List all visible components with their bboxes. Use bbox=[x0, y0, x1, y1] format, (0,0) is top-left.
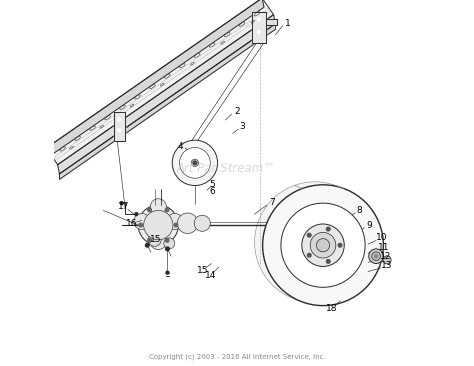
Text: 9: 9 bbox=[366, 221, 372, 229]
Text: 2: 2 bbox=[234, 107, 240, 116]
Text: 6: 6 bbox=[209, 187, 215, 196]
Circle shape bbox=[165, 239, 169, 242]
Text: 11: 11 bbox=[378, 243, 389, 251]
Text: 7: 7 bbox=[269, 198, 274, 207]
Circle shape bbox=[191, 159, 199, 167]
Circle shape bbox=[174, 223, 178, 227]
Ellipse shape bbox=[60, 147, 65, 151]
Circle shape bbox=[383, 256, 391, 264]
Circle shape bbox=[172, 140, 218, 186]
Circle shape bbox=[164, 238, 175, 249]
Ellipse shape bbox=[150, 85, 155, 89]
Circle shape bbox=[372, 252, 381, 261]
Circle shape bbox=[118, 118, 121, 121]
Ellipse shape bbox=[210, 43, 215, 47]
Ellipse shape bbox=[135, 95, 140, 99]
Polygon shape bbox=[46, 0, 264, 157]
Circle shape bbox=[165, 208, 169, 212]
Polygon shape bbox=[58, 15, 275, 174]
Text: 13: 13 bbox=[381, 261, 393, 270]
Ellipse shape bbox=[224, 33, 230, 37]
Circle shape bbox=[281, 203, 365, 287]
Circle shape bbox=[167, 213, 183, 229]
Circle shape bbox=[150, 199, 166, 215]
Text: 17: 17 bbox=[118, 202, 129, 211]
Circle shape bbox=[369, 249, 383, 264]
Circle shape bbox=[317, 239, 329, 252]
Text: 4: 4 bbox=[177, 142, 183, 151]
Circle shape bbox=[166, 271, 169, 274]
Circle shape bbox=[257, 31, 260, 34]
Text: 1: 1 bbox=[285, 19, 291, 28]
Circle shape bbox=[302, 224, 344, 266]
Circle shape bbox=[148, 233, 161, 246]
Circle shape bbox=[263, 185, 383, 306]
Circle shape bbox=[193, 161, 197, 165]
Circle shape bbox=[144, 210, 173, 240]
Ellipse shape bbox=[180, 64, 185, 68]
Ellipse shape bbox=[120, 105, 125, 109]
Circle shape bbox=[135, 213, 138, 216]
Polygon shape bbox=[46, 0, 273, 165]
Circle shape bbox=[134, 213, 150, 229]
Polygon shape bbox=[252, 12, 266, 43]
Circle shape bbox=[255, 182, 375, 303]
Circle shape bbox=[120, 202, 123, 205]
Ellipse shape bbox=[90, 126, 95, 130]
Text: 12: 12 bbox=[380, 252, 391, 261]
Circle shape bbox=[327, 227, 330, 231]
Circle shape bbox=[146, 243, 149, 247]
Ellipse shape bbox=[221, 41, 225, 44]
Text: 5: 5 bbox=[209, 180, 215, 188]
Circle shape bbox=[308, 253, 311, 257]
Ellipse shape bbox=[75, 137, 81, 141]
Polygon shape bbox=[114, 112, 125, 141]
Polygon shape bbox=[266, 19, 277, 25]
Ellipse shape bbox=[191, 62, 194, 65]
Ellipse shape bbox=[164, 74, 170, 78]
Ellipse shape bbox=[251, 20, 255, 23]
Polygon shape bbox=[60, 24, 275, 179]
Circle shape bbox=[194, 215, 210, 231]
Circle shape bbox=[327, 259, 330, 263]
Circle shape bbox=[150, 234, 166, 250]
Ellipse shape bbox=[194, 53, 200, 57]
Ellipse shape bbox=[239, 22, 245, 26]
Circle shape bbox=[257, 18, 260, 21]
Ellipse shape bbox=[70, 146, 73, 149]
Ellipse shape bbox=[160, 83, 164, 86]
Circle shape bbox=[180, 147, 210, 178]
Circle shape bbox=[308, 234, 311, 237]
Circle shape bbox=[338, 243, 342, 247]
Text: 8: 8 bbox=[357, 206, 363, 215]
Text: 3: 3 bbox=[240, 122, 246, 131]
Circle shape bbox=[118, 129, 121, 132]
Circle shape bbox=[165, 247, 169, 251]
Circle shape bbox=[310, 232, 336, 258]
Circle shape bbox=[177, 213, 198, 234]
Circle shape bbox=[374, 255, 378, 258]
Text: 18: 18 bbox=[326, 304, 337, 313]
Text: 15: 15 bbox=[197, 266, 208, 274]
Ellipse shape bbox=[105, 116, 110, 120]
Text: Art Par Stream™: Art Par Stream™ bbox=[176, 162, 275, 175]
Text: 15: 15 bbox=[150, 235, 162, 244]
Text: 14: 14 bbox=[205, 271, 216, 280]
Text: 16: 16 bbox=[126, 220, 137, 228]
Circle shape bbox=[148, 239, 151, 242]
Ellipse shape bbox=[254, 12, 260, 16]
Ellipse shape bbox=[130, 104, 134, 107]
Text: Copyright (c) 2003 - 2016 All Internet Service, Inc.: Copyright (c) 2003 - 2016 All Internet S… bbox=[149, 354, 325, 360]
Circle shape bbox=[139, 223, 143, 227]
Circle shape bbox=[148, 208, 151, 212]
Text: 10: 10 bbox=[376, 234, 387, 242]
Circle shape bbox=[138, 205, 178, 245]
Ellipse shape bbox=[100, 125, 104, 128]
